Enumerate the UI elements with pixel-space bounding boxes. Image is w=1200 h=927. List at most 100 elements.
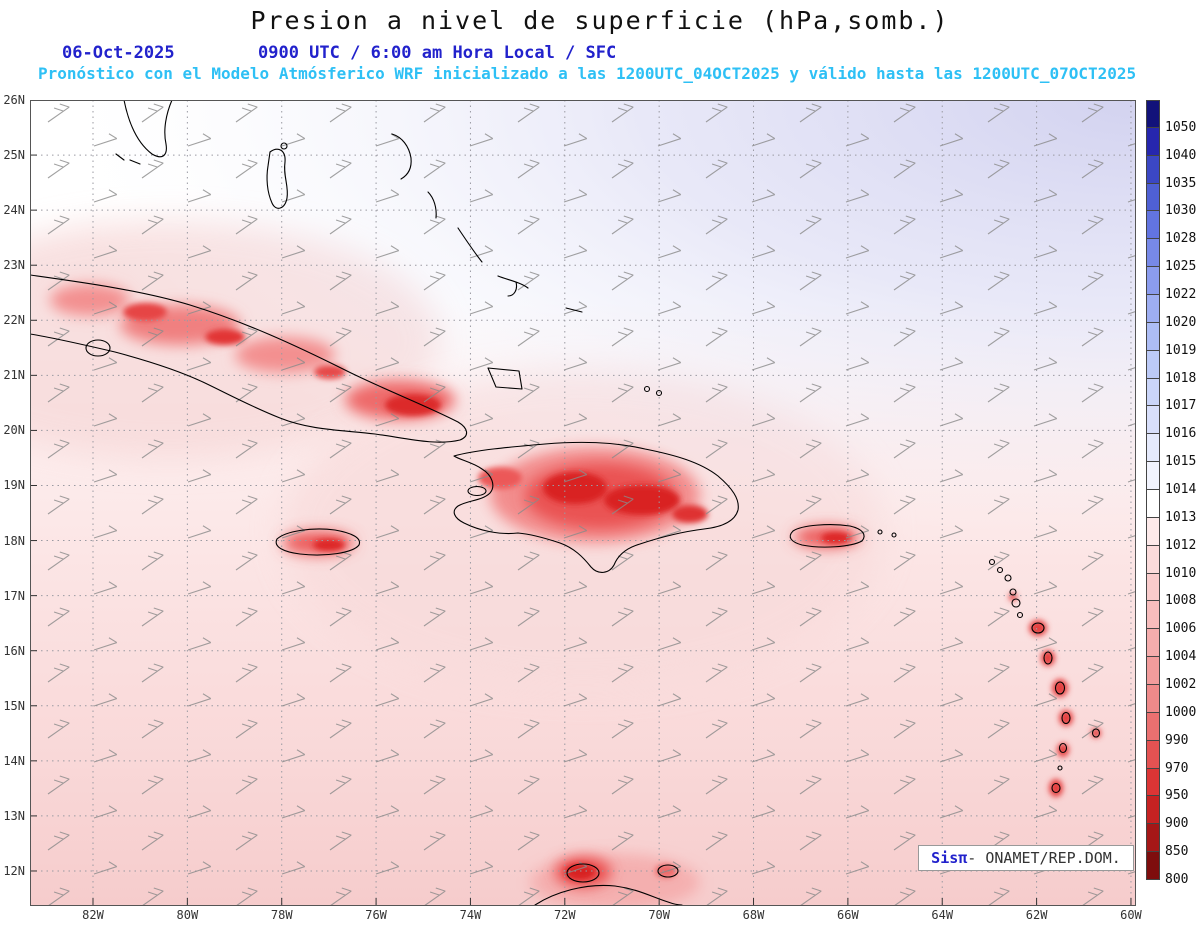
coast-jamaica xyxy=(275,528,361,556)
coast-eleuthera xyxy=(391,133,412,180)
colorbar-row: 1008 xyxy=(1146,573,1200,608)
colorbar-label: 1013 xyxy=(1165,509,1197,525)
pressure-colorbar: 1050 1040 1035 1030 1028 1025 1022 1020 1019 1018… xyxy=(1146,100,1200,887)
colorbar-label: 1019 xyxy=(1165,342,1197,358)
lon-label: 82W xyxy=(82,908,104,922)
lat-label: 13N xyxy=(3,808,25,823)
colorbar-swatch xyxy=(1146,796,1160,825)
colorbar-swatch xyxy=(1146,406,1160,435)
colorbar-label: 1035 xyxy=(1165,175,1197,191)
colorbar-label: 1006 xyxy=(1165,621,1197,637)
coast-great-inagua xyxy=(487,367,523,390)
colorbar-label: 950 xyxy=(1165,788,1189,804)
colorbar-swatch xyxy=(1146,295,1160,323)
coast-hispaniola xyxy=(453,441,739,573)
lat-label: 16N xyxy=(3,643,25,658)
colorbar-row: 1050 xyxy=(1146,100,1200,135)
colorbar-row: 1028 xyxy=(1146,211,1200,246)
colorbar-swatch xyxy=(1146,768,1160,797)
credit-text: - ONAMET/REP.DOM. xyxy=(967,849,1121,867)
lon-label: 68W xyxy=(742,908,765,922)
colorbar-swatch xyxy=(1146,740,1160,769)
lon-label: 76W xyxy=(365,908,387,922)
colorbar-row: 990 xyxy=(1146,712,1200,748)
colorbar-row: 970 xyxy=(1146,740,1200,776)
colorbar-label: 1017 xyxy=(1165,398,1197,414)
pressure-map xyxy=(0,99,1136,910)
map-frame xyxy=(30,100,1136,906)
colorbar-label: 800 xyxy=(1165,872,1189,888)
colorbar-label: 1015 xyxy=(1165,454,1197,470)
lat-label: 24N xyxy=(3,203,25,218)
lat-axis: 26N 25N 24N 23N 22N 21N 20N 19N 18N 17N 16N 15N 14N 1… xyxy=(0,93,28,906)
colorbar-swatch xyxy=(1146,685,1160,713)
colorbar-swatch xyxy=(1146,517,1160,546)
lat-label: 17N xyxy=(3,588,25,603)
lon-label: 74W xyxy=(459,908,482,922)
lat-label: 12N xyxy=(3,863,25,878)
lat-label: 25N xyxy=(3,148,25,163)
colorbar-label: 1002 xyxy=(1165,677,1197,693)
colorbar-swatch xyxy=(1146,629,1160,658)
colorbar-row: 1030 xyxy=(1146,183,1200,218)
valid-time: 0900 UTC / 6:00 am Hora Local / SFC xyxy=(258,43,617,63)
colorbar-swatch xyxy=(1146,434,1160,463)
coast-andros xyxy=(266,148,288,209)
colorbar-swatch xyxy=(1146,601,1160,630)
coast-cuba xyxy=(29,274,468,443)
lat-label: 18N xyxy=(3,533,25,548)
lon-label: 70W xyxy=(648,908,670,922)
colorbar-swatch xyxy=(1146,545,1160,574)
colorbar-label: 1010 xyxy=(1165,565,1197,581)
colorbar-label: 970 xyxy=(1165,760,1189,776)
colorbar-swatch xyxy=(1146,211,1160,240)
colorbar-label: 1016 xyxy=(1165,426,1197,442)
lon-label: 62W xyxy=(1025,908,1048,922)
coast-isla-juventud xyxy=(85,339,111,357)
colorbar-label: 1030 xyxy=(1165,203,1197,219)
colorbar-label: 1014 xyxy=(1165,482,1197,498)
colorbar-row: 1040 xyxy=(1146,127,1200,163)
colorbar-swatch xyxy=(1146,462,1160,491)
colorbar-swatch xyxy=(1146,657,1160,686)
lat-label: 14N xyxy=(3,753,25,768)
lat-label: 22N xyxy=(3,313,25,328)
page-title: Presion a nivel de superficie (hPa,somb.… xyxy=(250,6,950,35)
forecast-description: Pronóstico con el Modelo Atmósferico WRF… xyxy=(38,64,1137,83)
colorbar-swatch xyxy=(1146,378,1160,407)
colorbar-swatch xyxy=(1146,573,1160,602)
colorbar-swatch xyxy=(1146,322,1160,351)
colorbar-row: 1014 xyxy=(1146,462,1200,497)
colorbar-row: 800 xyxy=(1146,852,1200,887)
coast-florida xyxy=(123,99,173,158)
colorbar-label: 1008 xyxy=(1165,593,1197,609)
lon-label: 78W xyxy=(270,908,293,922)
map-canvas xyxy=(0,99,1136,910)
colorbar-swatch xyxy=(1146,490,1160,518)
valid-date: 06-Oct-2025 xyxy=(62,43,175,63)
wind-barbs-layer xyxy=(30,100,1136,906)
colorbar-row: 1013 xyxy=(1146,490,1200,525)
colorbar-swatch xyxy=(1146,712,1160,741)
lon-label: 72W xyxy=(553,908,576,922)
colorbar-row: 1010 xyxy=(1146,545,1200,581)
colorbar-label: 1004 xyxy=(1165,649,1197,665)
colorbar-swatch xyxy=(1146,100,1160,128)
colorbar-label: 1012 xyxy=(1165,537,1197,553)
lat-label: 19N xyxy=(3,478,25,493)
colorbar-swatch xyxy=(1146,155,1160,184)
colorbar-swatch xyxy=(1146,824,1160,853)
colorbar-swatch xyxy=(1146,127,1160,156)
colorbar-row: 1000 xyxy=(1146,685,1200,720)
colorbar-swatch xyxy=(1146,183,1160,212)
credit-brand: Sisπ xyxy=(931,849,968,867)
coast-gonave xyxy=(467,485,487,497)
lat-label: 26N xyxy=(3,93,25,107)
lon-label: 64W xyxy=(931,908,954,922)
lat-label: 23N xyxy=(3,258,25,273)
lon-label: 80W xyxy=(176,908,199,922)
colorbar-row: 1006 xyxy=(1146,601,1200,636)
lat-label: 15N xyxy=(3,698,25,713)
colorbar-row: 950 xyxy=(1146,768,1200,803)
